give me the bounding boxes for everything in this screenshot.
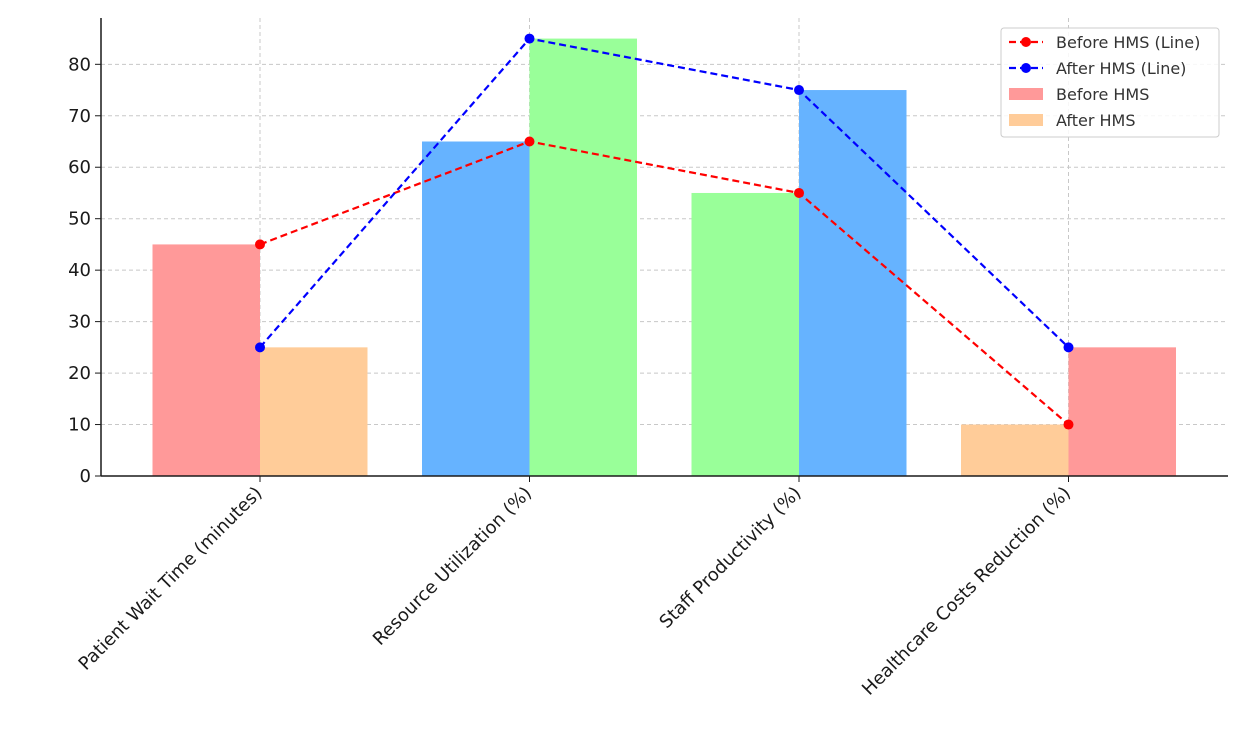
legend-marker-0 (1021, 37, 1031, 47)
bar-before-2 (691, 192, 799, 476)
point-before-1 (524, 136, 535, 147)
point-after-0 (255, 342, 265, 353)
category-label: Patient Wait Time (minutes) (75, 483, 267, 675)
legend-marker-1 (1021, 63, 1031, 73)
legend-bar-swatch-2 (1009, 88, 1043, 100)
point-before-2 (794, 187, 804, 198)
bar-before-1 (422, 141, 530, 476)
bar-before-3 (961, 424, 1069, 476)
y-tick-label: 10 (68, 415, 91, 436)
y-tick-label: 30 (68, 312, 91, 333)
bar-before-0 (152, 244, 260, 476)
bars (152, 38, 1176, 477)
y-tick-label: 40 (68, 260, 91, 281)
y-tick-label: 20 (68, 363, 91, 384)
legend-bar-swatch-3 (1009, 114, 1043, 126)
category-label: Resource Utilization (%) (369, 483, 536, 650)
y-tick-label: 80 (68, 54, 91, 75)
point-before-0 (255, 239, 265, 250)
line-after (259, 37, 1070, 349)
point-after-1 (524, 33, 535, 44)
legend-label: Before HMS (1056, 85, 1149, 104)
bar-after-1 (529, 38, 637, 477)
legend-label: Before HMS (Line) (1056, 33, 1200, 52)
bar-after-0 (260, 347, 368, 476)
bar-after-3 (1068, 347, 1176, 476)
legend-label: After HMS (Line) (1056, 59, 1186, 78)
y-tick-label: 70 (68, 106, 91, 127)
point-after-2 (794, 85, 804, 96)
y-tick-label: 60 (68, 157, 91, 178)
lines (255, 33, 1074, 430)
y-tick-label: 0 (80, 466, 91, 487)
line-before (259, 140, 1070, 426)
legend-box (1000, 27, 1220, 138)
category-label: Staff Productivity (%) (655, 483, 805, 633)
legend: Before HMS (Line) After HMS (Line) Before … (1000, 27, 1220, 138)
point-after-3 (1063, 342, 1074, 353)
y-tick-label: 50 (68, 209, 91, 230)
point-before-3 (1063, 419, 1074, 430)
category-label: Healthcare Costs Reduction (%) (858, 483, 1075, 700)
legend-label: After HMS (1056, 111, 1136, 130)
bar-after-2 (799, 90, 907, 476)
